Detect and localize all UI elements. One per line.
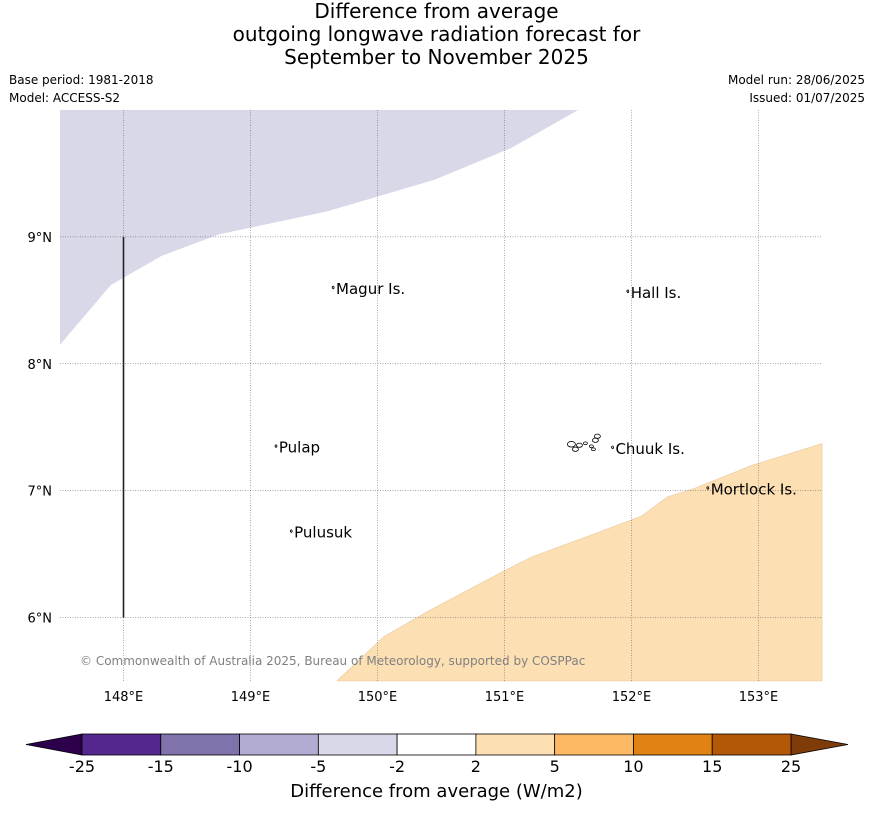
axis-tick-labels: 148°E 149°E 150°E 151°E 152°E 153°E 9°N 8°N 7°N 6… bbox=[28, 231, 779, 705]
colorbar-segment bbox=[396, 733, 477, 756]
colorbar-segment bbox=[160, 733, 240, 756]
chuuk-islet bbox=[591, 447, 596, 452]
place-label: Hall Is. bbox=[631, 284, 682, 302]
chuuk-islet bbox=[576, 442, 583, 448]
island-mark bbox=[289, 529, 293, 533]
base-period-text: Base period: 1981-2018 bbox=[9, 73, 154, 87]
title-line-2: outgoing longwave radiation forecast for bbox=[232, 22, 641, 46]
lon-tick-label: 148°E bbox=[104, 690, 144, 705]
lon-tick-label: 150°E bbox=[358, 690, 398, 705]
colorbar-segment bbox=[239, 733, 319, 756]
colorbar-segment bbox=[633, 733, 713, 756]
island-mark bbox=[274, 444, 278, 448]
colorbar-segment bbox=[81, 733, 162, 756]
colorbar-under-triangle bbox=[25, 733, 83, 756]
place-label: Pulusuk bbox=[294, 524, 352, 542]
colorbar-tick-label: 10 bbox=[623, 757, 643, 776]
region-positive-anomaly bbox=[336, 443, 823, 682]
colorbar-label: Difference from average (W/m2) bbox=[290, 781, 583, 802]
colorbar-tick-label: -2 bbox=[389, 757, 405, 776]
colorbar-tick-label: -5 bbox=[310, 757, 326, 776]
island-mark bbox=[626, 289, 630, 294]
colorbar-tick-label: 5 bbox=[550, 757, 560, 776]
chuuk-islet bbox=[589, 444, 594, 449]
colorbar-tick-label: 2 bbox=[471, 757, 481, 776]
title-line-1: Difference from average bbox=[314, 0, 559, 23]
place-labels: Magur Is. Hall Is. Pulap Chuuk Is. Mortlock … bbox=[279, 280, 797, 542]
place-label: Mortlock Is. bbox=[711, 480, 797, 498]
model-text: Model: ACCESS-S2 bbox=[9, 91, 121, 105]
colorbar-tick-label: -25 bbox=[69, 757, 95, 776]
place-label: Magur Is. bbox=[336, 280, 405, 298]
island-mark bbox=[331, 285, 335, 290]
colorbar-segment bbox=[317, 733, 398, 756]
lat-tick-label: 7°N bbox=[28, 485, 53, 500]
colorbar-tick-label: -15 bbox=[148, 757, 174, 776]
chart-title: Difference from average outgoing longwav… bbox=[0, 0, 873, 69]
colorbar-segment bbox=[554, 733, 634, 756]
lon-tick-label: 151°E bbox=[485, 690, 525, 705]
lat-tick-label: 9°N bbox=[28, 231, 53, 246]
colorbar-segment bbox=[711, 733, 792, 756]
model-run-text: Model run: 28/06/2025 bbox=[727, 73, 865, 87]
colorbar-tick-label: -10 bbox=[226, 757, 252, 776]
island-mark bbox=[706, 486, 710, 490]
region-negative-anomaly bbox=[60, 110, 579, 345]
colorbar: -25 -15 -10 -5 -2 2 5 10 15 25 bbox=[25, 733, 849, 776]
place-label: Chuuk Is. bbox=[615, 440, 684, 458]
issued-text: Issued: 01/07/2025 bbox=[749, 91, 865, 105]
lon-tick-label: 152°E bbox=[612, 690, 652, 705]
chuuk-islet bbox=[567, 441, 576, 448]
colorbar-tick-label: 15 bbox=[702, 757, 722, 776]
colorbar-tick-label: 25 bbox=[781, 757, 801, 776]
meta-left: Base period: 1981-2018 Model: ACCESS-S2 bbox=[9, 71, 154, 107]
chuuk-islet bbox=[592, 437, 599, 443]
chuuk-islet bbox=[583, 441, 588, 446]
lon-tick-label: 153°E bbox=[739, 690, 779, 705]
chuuk-islet bbox=[594, 433, 601, 439]
shaded-regions bbox=[60, 110, 823, 682]
island-mark bbox=[611, 445, 614, 450]
chuuk-islet bbox=[572, 446, 579, 452]
lon-tick-label: 149°E bbox=[231, 690, 271, 705]
lat-tick-label: 8°N bbox=[28, 358, 53, 373]
copyright-notice: © Commonwealth of Australia 2025, Bureau… bbox=[80, 654, 585, 668]
place-label: Pulap bbox=[279, 439, 320, 457]
title-line-3: September to November 2025 bbox=[284, 45, 589, 69]
lat-tick-label: 6°N bbox=[28, 612, 53, 627]
island-outlines bbox=[274, 285, 710, 533]
colorbar-over-triangle bbox=[790, 733, 849, 756]
meta-right: Model run: 28/06/2025 Issued: 01/07/2025 bbox=[728, 71, 865, 107]
colorbar-segment bbox=[475, 733, 556, 756]
